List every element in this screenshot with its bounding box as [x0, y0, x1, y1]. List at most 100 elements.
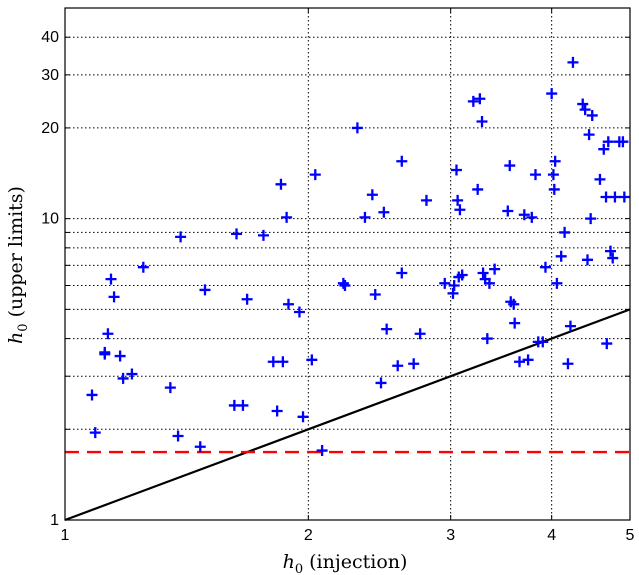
y-tick-label: 10	[41, 211, 59, 228]
y-tick-label: 20	[41, 120, 59, 137]
data-point	[105, 273, 117, 285]
data-point	[231, 228, 243, 240]
data-point	[546, 88, 558, 100]
data-point	[509, 317, 521, 329]
data-point	[539, 261, 551, 273]
data-point	[267, 356, 279, 368]
data-point	[564, 320, 576, 332]
data-point	[577, 98, 589, 110]
data-point	[526, 211, 538, 223]
data-point	[551, 277, 563, 289]
data-point	[378, 206, 390, 218]
data-point	[474, 93, 486, 105]
data-point	[514, 356, 526, 368]
data-point	[392, 360, 404, 372]
data-point	[271, 405, 283, 417]
y-tick-label: 40	[41, 29, 59, 46]
data-point	[277, 356, 289, 368]
data-point	[126, 368, 138, 380]
data-point	[617, 136, 629, 148]
data-point	[194, 441, 206, 453]
data-point	[548, 183, 560, 195]
data-point	[102, 328, 114, 340]
data-point	[306, 354, 318, 366]
data-point	[504, 160, 516, 172]
data-point	[567, 56, 579, 68]
data-point	[408, 358, 420, 370]
data-point	[585, 213, 597, 225]
data-point	[316, 445, 328, 457]
plot-lines	[64, 308, 631, 522]
data-point	[522, 354, 534, 366]
data-point	[454, 204, 466, 216]
y-tick-label: 30	[41, 67, 59, 84]
data-point	[555, 250, 567, 262]
data-point	[579, 104, 591, 116]
data-point	[559, 226, 571, 238]
data-point	[114, 350, 126, 362]
data-point	[309, 169, 321, 181]
data-point	[477, 267, 489, 279]
data-point	[164, 382, 176, 394]
data-point	[414, 328, 426, 340]
x-tick-label: 4	[547, 527, 556, 544]
data-point	[439, 277, 451, 289]
data-point	[420, 194, 432, 206]
data-point	[582, 254, 594, 266]
data-point	[375, 377, 387, 389]
data-point	[562, 358, 574, 370]
data-point	[508, 298, 520, 310]
data-point	[537, 336, 549, 348]
data-point	[476, 116, 488, 128]
data-point	[89, 427, 101, 439]
data-point	[618, 191, 630, 203]
data-point	[602, 136, 614, 148]
data-point	[293, 306, 305, 318]
data-point	[99, 346, 111, 358]
data-point	[275, 178, 287, 190]
data-point	[369, 289, 381, 301]
y-axis-label: h0 (upper limits)	[5, 186, 31, 344]
data-point	[448, 279, 460, 291]
data-point	[282, 298, 294, 310]
data-point	[396, 267, 408, 279]
data-point	[489, 263, 501, 275]
data-point	[381, 323, 393, 335]
data-point	[586, 109, 598, 121]
data-point	[483, 277, 495, 289]
y-tick-label: 1	[50, 512, 59, 529]
data-point	[583, 129, 595, 141]
data-point	[237, 399, 249, 411]
data-point	[117, 372, 129, 384]
data-point	[549, 155, 561, 167]
data-point	[609, 191, 621, 203]
data-point	[172, 430, 184, 442]
data-point	[447, 287, 459, 299]
data-point	[339, 279, 351, 291]
x-tick-label: 1	[61, 527, 70, 544]
data-point	[366, 189, 378, 201]
data-point	[601, 338, 613, 350]
data-point	[607, 252, 619, 264]
data-point	[598, 143, 610, 155]
data-point	[594, 173, 606, 185]
data-point	[86, 389, 98, 401]
data-point	[199, 284, 211, 296]
data-point	[467, 95, 479, 107]
x-tick-label: 5	[626, 527, 635, 544]
data-point	[518, 209, 530, 221]
data-point	[605, 245, 617, 257]
data-point	[481, 333, 493, 345]
x-axis-label: h0 (injection)	[283, 551, 408, 575]
reference-line	[64, 308, 631, 522]
data-point	[241, 293, 253, 305]
plot-frame	[64, 7, 631, 521]
data-point	[530, 169, 542, 181]
data-point	[359, 211, 371, 223]
data-point	[337, 277, 349, 289]
data-point	[297, 411, 309, 423]
data-point	[472, 183, 484, 195]
data-point	[137, 261, 149, 273]
